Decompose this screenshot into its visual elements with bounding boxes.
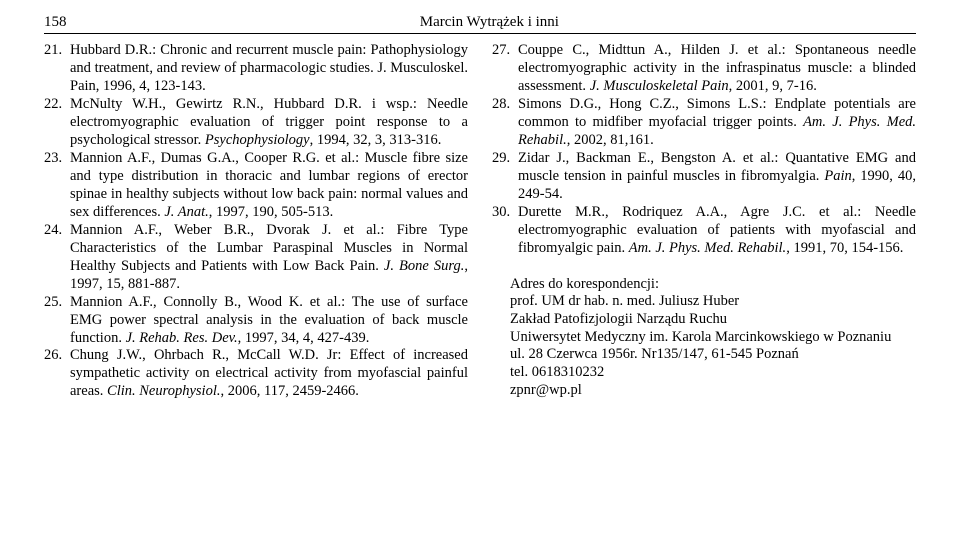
- reference-item: 25.Mannion A.F., Connolly B., Wood K. et…: [44, 294, 468, 348]
- reference-text: Mannion A.F., Connolly B., Wood K. et al…: [70, 294, 468, 348]
- correspondence-address: Adres do korespondencji: prof. UM dr hab…: [492, 276, 916, 400]
- left-column: 21.Hubbard D.R.: Chronic and recurrent m…: [44, 42, 468, 401]
- reference-item: 30.Durette M.R., Rodriquez A.A., Agre J.…: [492, 204, 916, 258]
- reference-text: Simons D.G., Hong C.Z., Simons L.S.: End…: [518, 96, 916, 150]
- reference-number: 24.: [44, 222, 70, 294]
- reference-columns: 21.Hubbard D.R.: Chronic and recurrent m…: [44, 42, 916, 401]
- reference-item: 24.Mannion A.F., Weber B.R., Dvorak J. e…: [44, 222, 468, 294]
- running-title: Marcin Wytrążek i inni: [420, 14, 559, 31]
- reference-number: 23.: [44, 150, 70, 222]
- reference-number: 25.: [44, 294, 70, 348]
- right-refs: 27.Couppe C., Midttun A., Hilden J. et a…: [492, 42, 916, 258]
- reference-number: 29.: [492, 150, 518, 204]
- reference-text: Couppe C., Midttun A., Hilden J. et al.:…: [518, 42, 916, 96]
- reference-item: 28.Simons D.G., Hong C.Z., Simons L.S.: …: [492, 96, 916, 150]
- addr-line: tel. 0618310232: [510, 364, 916, 382]
- reference-item: 21.Hubbard D.R.: Chronic and recurrent m…: [44, 42, 468, 96]
- reference-number: 26.: [44, 347, 70, 401]
- addr-line: ul. 28 Czerwca 1956r. Nr135/147, 61-545 …: [510, 346, 916, 364]
- header-spacer: [912, 14, 916, 31]
- reference-item: 27.Couppe C., Midttun A., Hilden J. et a…: [492, 42, 916, 96]
- addr-line: prof. UM dr hab. n. med. Juliusz Huber: [510, 293, 916, 311]
- reference-text: Mannion A.F., Dumas G.A., Cooper R.G. et…: [70, 150, 468, 222]
- reference-text: Zidar J., Backman E., Bengston A. et al.…: [518, 150, 916, 204]
- reference-item: 29.Zidar J., Backman E., Bengston A. et …: [492, 150, 916, 204]
- addr-line: Adres do korespondencji:: [510, 276, 916, 294]
- running-header: 158 Marcin Wytrążek i inni: [44, 14, 916, 34]
- reference-number: 28.: [492, 96, 518, 150]
- reference-item: 23.Mannion A.F., Dumas G.A., Cooper R.G.…: [44, 150, 468, 222]
- page-number: 158: [44, 14, 67, 31]
- reference-number: 22.: [44, 96, 70, 150]
- reference-number: 21.: [44, 42, 70, 96]
- addr-line: Zakład Patofizjologii Narządu Ruchu: [510, 311, 916, 329]
- reference-text: Hubbard D.R.: Chronic and recurrent musc…: [70, 42, 468, 96]
- reference-text: Chung J.W., Ohrbach R., McCall W.D. Jr: …: [70, 347, 468, 401]
- reference-item: 26.Chung J.W., Ohrbach R., McCall W.D. J…: [44, 347, 468, 401]
- reference-text: Durette M.R., Rodriquez A.A., Agre J.C. …: [518, 204, 916, 258]
- reference-text: McNulty W.H., Gewirtz R.N., Hubbard D.R.…: [70, 96, 468, 150]
- reference-number: 30.: [492, 204, 518, 258]
- reference-item: 22.McNulty W.H., Gewirtz R.N., Hubbard D…: [44, 96, 468, 150]
- addr-line: zpnr@wp.pl: [510, 382, 916, 400]
- right-column: 27.Couppe C., Midttun A., Hilden J. et a…: [492, 42, 916, 401]
- reference-number: 27.: [492, 42, 518, 96]
- reference-text: Mannion A.F., Weber B.R., Dvorak J. et a…: [70, 222, 468, 294]
- addr-line: Uniwersytet Medyczny im. Karola Marcinko…: [510, 329, 916, 347]
